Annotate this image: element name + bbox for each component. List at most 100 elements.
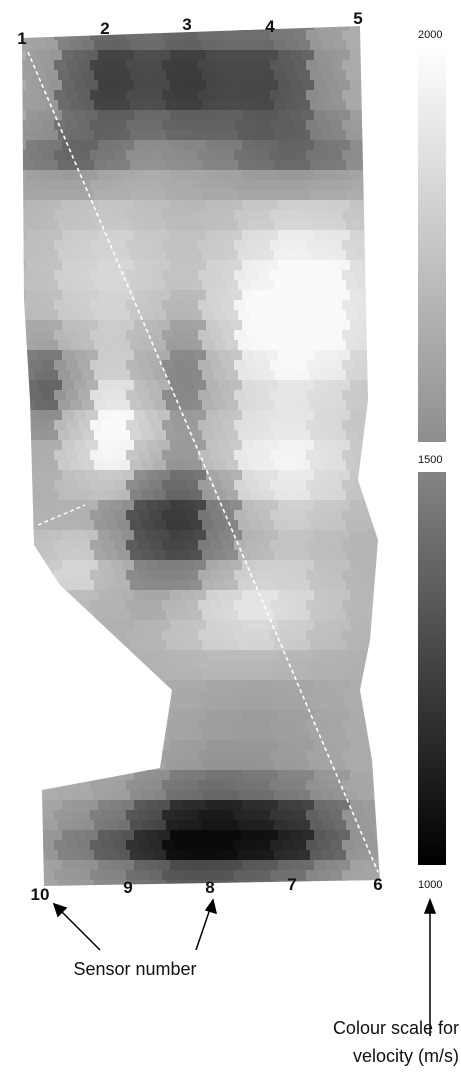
map-cell <box>246 270 259 281</box>
map-cell <box>174 750 187 761</box>
map-cell <box>130 460 143 471</box>
map-cell <box>62 770 75 781</box>
map-cell <box>130 70 143 81</box>
map-cell <box>354 330 367 341</box>
map-cell <box>22 340 35 351</box>
map-cell <box>346 880 359 886</box>
map-cell <box>286 700 299 711</box>
map-cell <box>186 450 199 461</box>
map-cell <box>174 870 187 881</box>
map-cell <box>282 480 295 491</box>
map-cell <box>270 480 283 491</box>
map-cell <box>326 800 339 811</box>
map-cell <box>30 690 43 701</box>
map-cell <box>250 790 263 801</box>
map-cell <box>282 30 295 41</box>
map-cell <box>218 380 231 391</box>
map-cell <box>298 370 311 381</box>
map-cell <box>378 480 380 491</box>
map-cell <box>218 350 231 361</box>
map-cell <box>130 850 143 861</box>
map-cell <box>54 720 67 731</box>
map-cell <box>134 740 147 751</box>
map-cell <box>118 250 131 261</box>
map-cell <box>254 260 267 271</box>
map-cell <box>214 130 227 141</box>
map-cell <box>362 740 375 751</box>
map-cell <box>126 690 139 701</box>
map-cell <box>382 250 395 261</box>
map-cell <box>342 30 355 41</box>
map-cell <box>46 370 59 381</box>
map-cell <box>242 530 255 541</box>
map-cell <box>34 850 47 861</box>
map-cell <box>66 840 79 851</box>
map-cell <box>86 530 99 541</box>
map-cell <box>30 30 43 41</box>
map-cell <box>310 850 323 861</box>
map-cell <box>30 300 43 311</box>
map-cell <box>278 26 291 31</box>
map-cell <box>118 370 131 381</box>
map-cell <box>58 280 71 291</box>
map-cell <box>302 710 315 721</box>
map-cell <box>54 540 67 551</box>
map-cell <box>222 270 235 281</box>
map-cell <box>22 520 35 531</box>
map-cell <box>126 510 139 521</box>
map-cell <box>158 140 171 151</box>
map-cell <box>234 630 247 641</box>
map-cell <box>42 90 55 101</box>
map-cell <box>138 750 151 761</box>
map-cell <box>330 690 343 701</box>
map-cell <box>366 510 379 521</box>
map-cell <box>358 340 371 351</box>
map-cell <box>126 870 139 881</box>
sensor-label: 4 <box>265 17 275 36</box>
map-cell <box>278 110 291 121</box>
map-cell <box>278 680 291 691</box>
map-cell <box>282 180 295 191</box>
map-cell <box>90 720 103 731</box>
map-cell <box>274 280 287 291</box>
map-cell <box>90 690 103 701</box>
map-cell <box>322 610 335 621</box>
map-cell <box>230 860 243 871</box>
map-cell <box>78 480 91 491</box>
map-cell <box>126 270 139 281</box>
map-cell <box>258 30 271 41</box>
map-cell <box>102 330 115 341</box>
map-cell <box>258 840 271 851</box>
map-cell <box>226 580 239 591</box>
map-cell <box>178 700 191 711</box>
map-cell <box>206 680 219 691</box>
map-cell <box>142 850 155 861</box>
map-cell <box>338 620 351 631</box>
map-cell <box>38 110 51 121</box>
map-cell <box>314 410 327 421</box>
map-cell <box>138 120 151 131</box>
map-cell <box>118 460 131 471</box>
map-cell <box>358 280 371 291</box>
map-cell <box>118 550 131 561</box>
map-cell <box>314 110 327 121</box>
map-cell <box>310 70 323 81</box>
map-cell <box>362 680 375 691</box>
map-cell <box>182 230 195 241</box>
map-cell <box>90 420 103 431</box>
map-cell <box>298 790 311 801</box>
map-cell <box>206 770 219 781</box>
map-cell <box>94 580 107 591</box>
map-cell <box>266 500 279 511</box>
map-cell <box>98 530 111 541</box>
map-cell <box>266 320 279 331</box>
map-cell <box>242 710 255 721</box>
map-cell <box>190 130 203 141</box>
map-cell <box>338 710 351 721</box>
map-cell <box>366 420 379 431</box>
map-cell <box>98 650 111 661</box>
map-cell <box>234 330 247 341</box>
map-cell <box>366 630 379 641</box>
map-cell <box>314 440 327 451</box>
